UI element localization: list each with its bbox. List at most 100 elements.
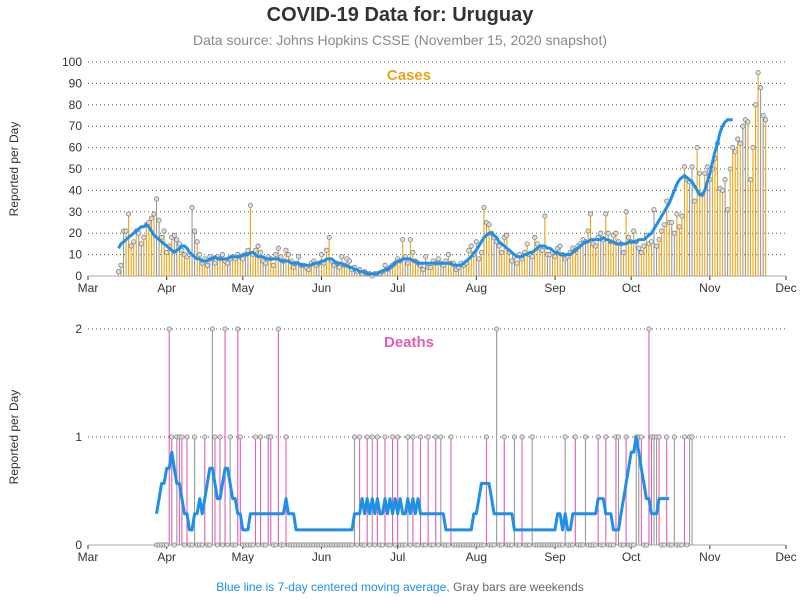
data-point [214,542,220,548]
data-point [631,228,637,234]
data-point [481,542,487,548]
data-point [420,267,426,273]
data-point [273,252,279,258]
data-point [613,230,619,236]
data-point [646,326,652,332]
data-point [181,542,188,548]
x-tick-label: Apr [157,281,176,295]
data-point [192,434,198,440]
data-point [164,542,170,548]
data-point [679,542,685,548]
data-point [755,70,761,76]
y-tick-label: 0 [75,538,82,552]
data-point [235,326,241,332]
data-point [631,542,637,548]
x-tick-label: Aug [466,281,487,295]
data-point [737,140,743,146]
data-point [661,222,667,228]
data-point [752,102,759,108]
data-point [199,542,205,548]
data-point [318,252,325,258]
data-point [156,217,162,223]
data-point [499,542,505,548]
footnote-moving-average: Blue line is 7-day centered moving avera… [216,580,450,594]
data-point [527,542,533,548]
data-point [131,239,137,245]
data-point [176,241,182,247]
data-point [621,249,627,256]
data-point [405,434,411,440]
x-tick-label: Oct [622,550,641,564]
data-point [339,254,345,260]
data-point [285,252,292,258]
data-point [250,542,256,548]
data-point [735,136,741,142]
footnote-weekends: Gray bars are weekends [449,580,584,594]
data-point [468,243,474,249]
data-point [428,264,434,270]
data-point [291,264,297,270]
data-point [636,245,642,251]
y-tick-label: 0 [75,269,82,283]
y-tick-label: 20 [69,226,83,240]
x-tick-label: Sep [544,550,566,564]
data-point [169,434,175,440]
data-point [511,434,517,440]
data-point [126,211,132,217]
data-point [219,252,226,258]
x-tick-label: Jun [312,550,331,564]
data-point [225,542,231,548]
data-point [694,145,700,151]
chart-title: COVID-19 Data for: Uruguay [266,4,534,26]
x-tick-label: Jun [312,281,331,295]
data-point [486,222,492,228]
data-point [283,247,289,253]
data-point [605,230,611,236]
data-point [638,249,644,256]
data-point [197,252,203,258]
data-point [390,434,396,440]
data-point [509,542,515,548]
data-point [654,243,660,249]
data-point [219,542,226,548]
data-point [179,434,185,440]
data-point [225,260,231,266]
data-point [161,228,167,234]
data-point [324,247,330,253]
data-point [598,230,604,236]
x-tick-label: Nov [699,281,720,295]
data-point [423,254,429,260]
data-point [164,249,170,256]
data-point [669,219,675,226]
data-point [372,542,378,548]
data-point [255,542,261,548]
data-point [595,434,601,440]
y-tick-label: 1 [75,430,82,444]
data-point [524,241,530,247]
data-point [481,204,487,211]
data-point [392,542,398,548]
data-point [217,434,223,440]
cases-panel: 0 10 20 30 40 50 60 70 80 90 100 Mar Apr May Jun Jul Aug… [7,55,797,295]
data-point [615,434,622,440]
x-tick-label: Apr [157,550,176,564]
data-point [560,542,566,548]
data-point [588,211,594,217]
data-point [643,542,649,548]
data-point [209,326,215,332]
data-point [171,542,177,548]
data-point [763,117,769,123]
data-point [247,202,253,208]
data-point [270,262,276,268]
data-point [671,230,677,236]
data-point [689,164,695,170]
data-point [760,112,766,119]
data-point [689,434,695,440]
data-point [610,542,616,548]
data-point [407,542,413,548]
moving-average-line [155,435,670,532]
data-point [580,542,586,548]
data-point [118,262,124,268]
data-point [153,196,160,202]
data-point [148,215,155,221]
